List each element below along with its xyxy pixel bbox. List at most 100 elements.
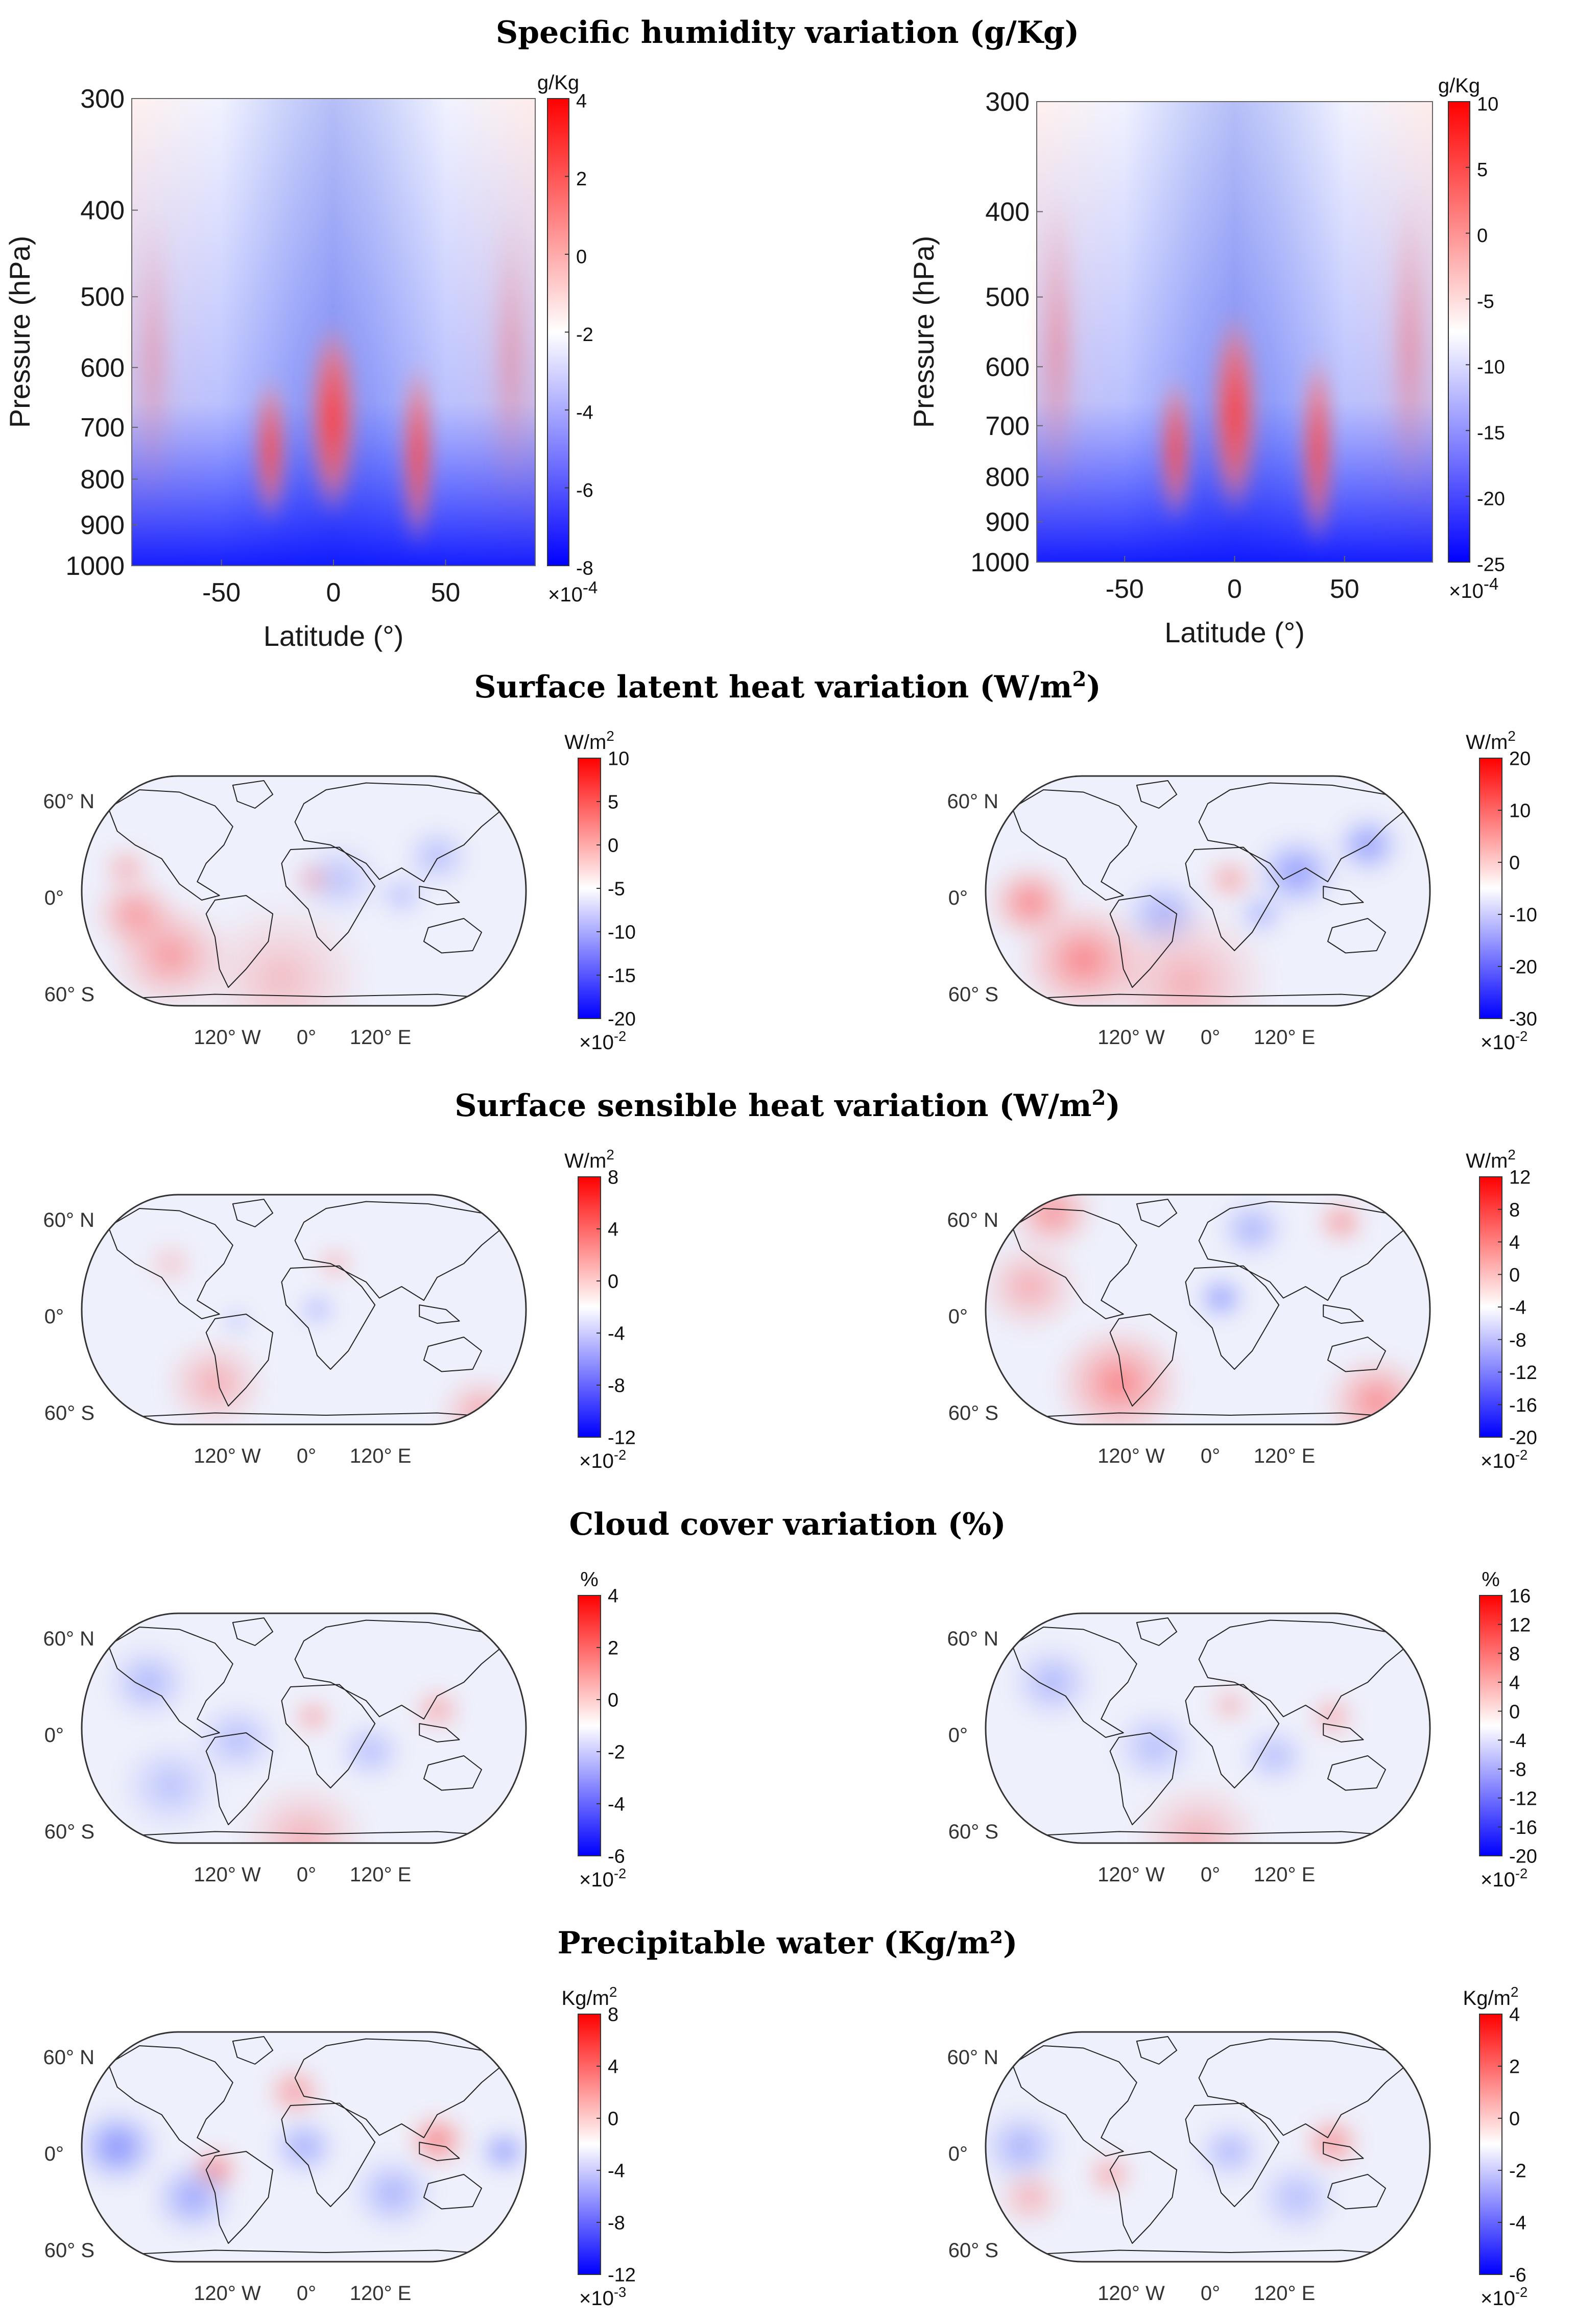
colorbar-tick-label: -20 [1477, 488, 1505, 510]
precipitable-water-title: Precipitable water (Kg/m²) [558, 1925, 1018, 1961]
colorbar-tick-label: 8 [1509, 1199, 1520, 1221]
negative-anomaly [1194, 1274, 1248, 1322]
lat-label-equator: 0° [44, 2143, 64, 2165]
colorbar-tick-label: -4 [608, 1794, 625, 1815]
colorbar-multiplier: ×10-4 [548, 578, 598, 606]
colorbar-5: 12 8 4 0 -4 -8 -12 -16 -20 W/m2 ×10-2 [1466, 1147, 1537, 1472]
lat-label-60n: 60° N [43, 2046, 95, 2069]
latent-heat-map-left: 60° N 0° 60° S 120° W 0° 120° E [43, 775, 527, 1049]
lon-label-120w: 120° W [194, 1445, 261, 1467]
lon-label-120w: 120° W [194, 2282, 261, 2305]
negative-anomaly [219, 1305, 255, 1337]
positive-anomaly [406, 2112, 468, 2168]
coastline [1198, 1619, 1409, 1720]
colorbar-unit: g/Kg [1438, 75, 1480, 97]
lat-label-60s: 60° S [44, 2239, 94, 2262]
colorbar-tick-label: 4 [608, 2056, 618, 2078]
colorbar-unit: % [1482, 1568, 1500, 1591]
positive-anomaly [1314, 1198, 1368, 1246]
coastline [205, 2151, 274, 2244]
colorbar-tick-label: -2 [1509, 2161, 1526, 2182]
colorbar-tick-label: -2 [576, 324, 593, 346]
colorbar-multiplier: ×10-2 [1481, 2284, 1528, 2310]
y-tick-label: 800 [80, 465, 125, 494]
colorbar-tick-label: -15 [608, 965, 636, 987]
colorbar-tick-label: 10 [1477, 93, 1498, 115]
colorbar-tick-label: 0 [1509, 2109, 1520, 2130]
latent-heat-map-right: 60° N 0° 60° S 120° W 0° 120° E [947, 775, 1431, 1049]
positive-anomaly [161, 1335, 269, 1424]
colorbar-bar [578, 1595, 601, 1856]
colorbar-unit: Kg/m2 [562, 1984, 617, 2010]
colorbar-tick-label: -20 [608, 1009, 636, 1030]
colorbar-tick-label: 0 [608, 1690, 618, 1711]
positive-anomaly [1052, 1323, 1186, 1424]
colorbar-tick-label: 12 [1509, 1614, 1531, 1636]
coastline [1327, 918, 1386, 954]
positive-anomaly [193, 898, 371, 1006]
positive-anomaly [986, 1239, 1084, 1335]
negative-anomaly [1008, 1642, 1097, 1723]
lon-label-0: 0° [297, 1863, 316, 1886]
lon-label-120e: 120° E [1254, 1026, 1316, 1049]
colorbar-unit: W/m2 [564, 728, 614, 754]
y-tick-label: 1000 [65, 551, 125, 581]
colorbar-unit: W/m2 [564, 1147, 614, 1172]
map-field [986, 2032, 1430, 2262]
colorbar-tick-label: 8 [608, 2004, 618, 2026]
colorbar-tick-label: -6 [1509, 2265, 1526, 2286]
coastline [294, 1619, 505, 1720]
colorbar-tick-label: 4 [576, 90, 587, 112]
cloud-cover-map-right: 60° N 0° 60° S 120° W 0° 120° E [947, 1612, 1431, 1886]
colorbar-tick-label: 10 [608, 748, 629, 770]
positive-anomaly [1208, 1685, 1252, 1726]
lat-label-60s: 60° S [948, 983, 998, 1006]
colorbar-tick-label: 4 [608, 1586, 618, 1607]
lon-label-0: 0° [297, 1445, 316, 1467]
lon-label-0: 0° [1201, 1026, 1220, 1049]
negative-anomaly [1194, 2119, 1266, 2184]
colorbar-tick-label: -10 [1509, 905, 1537, 926]
lat-label-60n: 60° N [947, 790, 999, 813]
positive-anomaly [994, 2165, 1066, 2230]
section-title-precipitable-water: Precipitable water (Kg/m²) [558, 1925, 1018, 1961]
map-outline [985, 775, 1431, 1007]
coastline [1185, 846, 1280, 951]
colorbar-bar [578, 1176, 601, 1438]
y-tick-label: 600 [80, 353, 125, 383]
colorbar-tick-label: 5 [1477, 159, 1488, 181]
positive-anomaly [437, 1373, 526, 1424]
lon-label-0: 0° [1201, 2282, 1220, 2305]
lat-label-equator: 0° [44, 1724, 64, 1747]
section-title-specific-humidity: Specific humidity variation (g/Kg) [496, 15, 1079, 51]
map-outline [985, 1194, 1431, 1425]
heatmap-field [132, 99, 535, 566]
colorbar-9: 4 2 0 -2 -4 -6 Kg/m2 ×10-2 [1463, 1984, 1528, 2310]
coastline [1109, 1732, 1178, 1825]
coastline [281, 846, 376, 951]
colorbar-tick-label: -5 [1477, 291, 1494, 312]
lat-label-60n: 60° N [43, 1209, 95, 1231]
y-tick-label: 500 [985, 283, 1030, 312]
colorbar-2: 10 5 0 -5 -10 -15 -20 W/m2 ×10-2 [564, 728, 636, 1054]
coastline [1109, 1314, 1178, 1407]
y-tick-label: 900 [80, 511, 125, 540]
lat-label-equator: 0° [948, 1305, 968, 1328]
colorbar-tick-label: 8 [1509, 1643, 1520, 1665]
colorbar-tick-label: 0 [608, 1271, 618, 1293]
lat-label-equator: 0° [948, 2143, 968, 2165]
positive-anomaly [1203, 855, 1257, 904]
colorbar-multiplier: ×10-3 [579, 2284, 626, 2310]
map-field [82, 1195, 526, 1424]
lon-label-120e: 120° E [350, 2282, 412, 2305]
coastline [294, 2038, 505, 2138]
x-tick-label: 0 [1227, 574, 1242, 604]
colorbar-tick-label: -20 [1509, 1846, 1537, 1868]
colorbar-multiplier: ×10-2 [1481, 1028, 1528, 1054]
coastline [1327, 1337, 1386, 1372]
colorbar-multiplier: ×10-2 [579, 1866, 626, 1891]
x-axis-label: Latitude (°) [264, 620, 404, 652]
colorbar-0: 4 2 0 -2 -4 -6 -8 g/Kg ×10-4 [537, 71, 598, 606]
precipitable-water-map-right: 60° N 0° 60° S 120° W 0° 120° E [947, 2031, 1431, 2305]
coastline [1136, 780, 1178, 809]
